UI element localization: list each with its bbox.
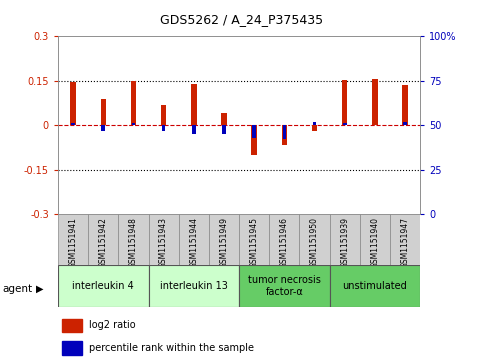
Bar — [221, 113, 227, 125]
Text: tumor necrosis
factor-α: tumor necrosis factor-α — [248, 275, 321, 297]
Text: GSM1151949: GSM1151949 — [219, 217, 228, 268]
Text: ▶: ▶ — [36, 284, 44, 294]
Bar — [283, 125, 286, 139]
Bar — [62, 319, 82, 332]
Bar — [252, 125, 257, 155]
Bar — [161, 105, 166, 125]
Text: unstimulated: unstimulated — [342, 281, 407, 291]
Text: GDS5262 / A_24_P375435: GDS5262 / A_24_P375435 — [160, 13, 323, 26]
Bar — [192, 125, 196, 134]
Bar — [222, 125, 226, 134]
Bar — [58, 214, 88, 265]
Bar — [101, 125, 105, 131]
Text: GSM1151941: GSM1151941 — [69, 217, 78, 268]
Text: GSM1151944: GSM1151944 — [189, 217, 199, 268]
Bar — [179, 214, 209, 265]
Bar — [402, 85, 408, 125]
Bar — [253, 125, 256, 138]
Text: GSM1151940: GSM1151940 — [370, 217, 380, 268]
Bar — [149, 265, 239, 307]
Bar — [131, 81, 136, 125]
Bar — [71, 82, 76, 125]
Text: interleukin 13: interleukin 13 — [160, 281, 228, 291]
Text: GSM1151943: GSM1151943 — [159, 217, 168, 268]
Bar — [330, 214, 360, 265]
Bar — [270, 214, 299, 265]
Bar — [118, 214, 149, 265]
Text: agent: agent — [2, 284, 32, 294]
Bar — [313, 122, 316, 125]
Bar — [390, 214, 420, 265]
Bar — [162, 125, 165, 131]
Bar — [239, 265, 330, 307]
Bar — [342, 80, 347, 125]
Text: GSM1151945: GSM1151945 — [250, 217, 259, 268]
Bar — [282, 125, 287, 144]
Bar — [131, 123, 135, 125]
Bar — [62, 342, 82, 355]
Text: percentile rank within the sample: percentile rank within the sample — [89, 343, 254, 353]
Bar — [343, 123, 347, 125]
Bar — [330, 265, 420, 307]
Bar — [372, 79, 378, 125]
Bar — [88, 214, 118, 265]
Text: GSM1151939: GSM1151939 — [340, 217, 349, 268]
Bar — [71, 123, 75, 125]
Text: log2 ratio: log2 ratio — [89, 321, 135, 330]
Bar — [209, 214, 239, 265]
Bar — [403, 122, 407, 125]
Text: GSM1151948: GSM1151948 — [129, 217, 138, 268]
Bar — [100, 99, 106, 125]
Bar — [360, 214, 390, 265]
Bar — [149, 214, 179, 265]
Bar — [191, 84, 197, 125]
Bar — [299, 214, 330, 265]
Bar — [312, 125, 317, 131]
Bar — [239, 214, 270, 265]
Text: GSM1151947: GSM1151947 — [400, 217, 410, 268]
Text: GSM1151942: GSM1151942 — [99, 217, 108, 268]
Text: GSM1151950: GSM1151950 — [310, 217, 319, 268]
Text: interleukin 4: interleukin 4 — [72, 281, 134, 291]
Text: GSM1151946: GSM1151946 — [280, 217, 289, 268]
Bar — [58, 265, 149, 307]
